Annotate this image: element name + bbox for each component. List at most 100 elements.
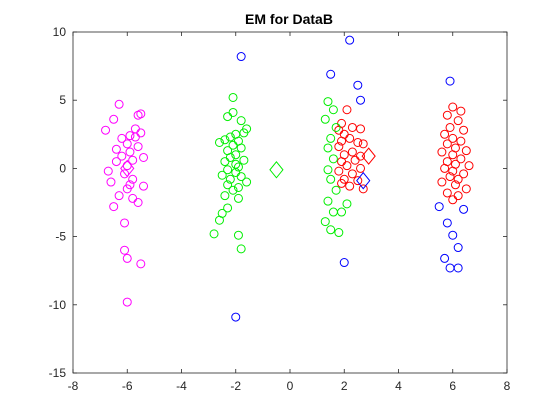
data-point: [339, 258, 349, 268]
data-point: [320, 217, 330, 227]
data-point: [342, 199, 352, 209]
data-point: [448, 150, 458, 160]
data-point: [236, 172, 246, 182]
data-point: [448, 195, 458, 205]
data-point: [122, 139, 132, 149]
data-point: [440, 253, 450, 263]
data-point: [231, 150, 241, 160]
data-point: [331, 122, 341, 132]
data-point: [220, 157, 230, 167]
data-point: [356, 124, 366, 134]
data-point: [225, 132, 235, 142]
data-point: [323, 196, 333, 206]
data-point: [323, 143, 333, 153]
axis-ticks: -8 -6 -4 -2 0 2 4 6 8 -15 -10 -5 0 5 10: [49, 25, 511, 393]
y-tick-label: 5: [59, 93, 66, 107]
data-point: [220, 135, 230, 145]
y-tick-label: -5: [55, 230, 66, 244]
data-point: [345, 35, 355, 45]
data-point: [356, 95, 366, 105]
data-point: [139, 152, 149, 162]
data-point: [353, 137, 363, 147]
data-point: [448, 230, 458, 240]
data-point: [103, 166, 113, 176]
data-point: [114, 191, 124, 201]
data-point: [334, 228, 344, 238]
data-point: [228, 92, 238, 102]
data-point: [345, 181, 355, 191]
data-point: [233, 193, 243, 203]
data-point: [111, 157, 121, 167]
data-point: [109, 114, 119, 124]
data-point: [464, 161, 474, 171]
data-point: [122, 297, 132, 307]
data-point: [236, 52, 246, 62]
data-point: [353, 176, 363, 186]
data-point: [334, 142, 344, 152]
data-point: [122, 253, 132, 263]
y-tick-label: -10: [49, 298, 67, 312]
data-point: [223, 165, 233, 175]
centroid-marker: [361, 147, 376, 165]
x-tick-label: 8: [504, 379, 511, 393]
data-point: [326, 174, 336, 184]
data-point: [236, 116, 246, 126]
data-point: [117, 133, 127, 143]
x-tick-label: 0: [287, 379, 294, 393]
data-point: [445, 172, 455, 182]
data-point: [358, 139, 368, 149]
data-point: [326, 225, 336, 235]
data-point: [442, 188, 452, 198]
data-point: [448, 102, 458, 112]
centroid-marker: [356, 171, 371, 190]
data-point: [440, 163, 450, 173]
data-point: [459, 169, 469, 179]
x-tick-label: -8: [68, 379, 79, 393]
data-point: [233, 162, 243, 172]
x-tick-label: -6: [122, 379, 133, 393]
data-point: [347, 147, 357, 157]
data-point: [120, 218, 130, 228]
data-point: [334, 166, 344, 176]
data-point: [236, 244, 246, 254]
centroid-marker: [269, 160, 284, 179]
x-tick-label: 4: [395, 379, 402, 393]
data-point: [456, 136, 466, 146]
data-point: [448, 133, 458, 143]
data-point: [125, 131, 135, 141]
data-point: [326, 69, 336, 79]
data-point: [231, 312, 241, 322]
data-point: [323, 97, 333, 107]
data-point: [453, 243, 463, 253]
data-point: [347, 169, 357, 179]
data-point: [223, 203, 233, 213]
data-point: [136, 109, 146, 119]
data-point: [453, 174, 463, 184]
data-point: [328, 154, 338, 164]
data-point: [120, 169, 130, 179]
data-point: [442, 218, 452, 228]
data-point: [442, 110, 452, 120]
data-point: [356, 163, 366, 173]
data-point: [331, 185, 341, 195]
data-point: [106, 177, 116, 187]
data-point: [236, 143, 246, 153]
chart-title: EM for DataB: [245, 11, 333, 27]
y-tick-label: 0: [59, 161, 66, 175]
centroid-markers: [120, 147, 376, 190]
data-point: [228, 140, 238, 150]
data-point: [223, 180, 233, 190]
data-point: [342, 105, 352, 115]
data-point: [358, 184, 368, 194]
data-point: [239, 155, 249, 165]
data-point: [448, 166, 458, 176]
data-point: [445, 76, 455, 86]
data-point: [353, 80, 363, 90]
data-point: [328, 105, 338, 115]
data-point: [453, 263, 463, 273]
data-point: [345, 133, 355, 143]
x-tick-label: 6: [449, 379, 456, 393]
data-point: [128, 174, 138, 184]
data-point: [214, 215, 224, 225]
